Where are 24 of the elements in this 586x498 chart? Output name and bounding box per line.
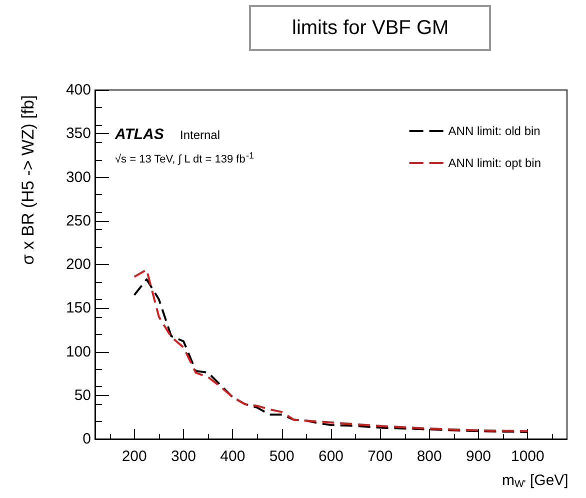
y-tick-label: 400	[66, 82, 91, 98]
legend-label: ANN limit: opt bin	[448, 156, 542, 170]
y-tick-label: 0	[82, 430, 91, 448]
y-tick-label: 150	[66, 300, 91, 317]
legend-label: ANN limit: old bin	[448, 124, 540, 138]
x-tick-label: 400	[220, 448, 246, 465]
x-tick-label: 200	[122, 448, 147, 465]
x-tick-label: 700	[368, 448, 393, 465]
y-tick-label: 300	[66, 168, 91, 186]
x-tick-label: 500	[269, 448, 294, 465]
x-tick-label: 600	[318, 448, 344, 465]
y-tick-label: 200	[66, 256, 91, 273]
y-tick-label: 50	[74, 386, 91, 404]
y-tick-label: 250	[66, 212, 91, 230]
y-tick-label: 100	[66, 343, 91, 360]
annotation: Internal	[180, 128, 220, 142]
x-tick-label: 900	[466, 448, 492, 465]
annotation: ATLAS	[114, 126, 164, 143]
y-tick-label: 350	[66, 125, 91, 142]
chart-title: limits for VBF GM	[292, 17, 449, 39]
x-tick-label: 300	[170, 448, 196, 465]
x-tick-label: 1000	[510, 448, 544, 465]
x-tick-label: 800	[416, 448, 442, 465]
y-axis-title: σ x BR (H5 -> WZ) [fb]	[18, 95, 38, 265]
